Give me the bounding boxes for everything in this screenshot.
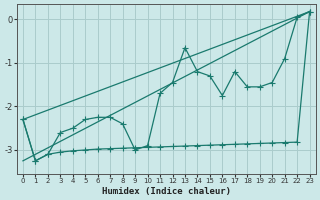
X-axis label: Humidex (Indice chaleur): Humidex (Indice chaleur) <box>102 187 231 196</box>
